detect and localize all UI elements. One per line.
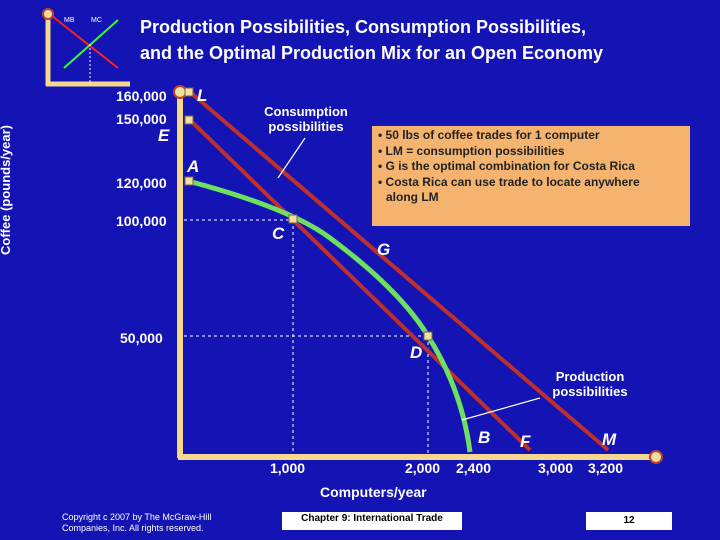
xtick-2000: 2,000 xyxy=(405,460,441,476)
page-number: 12 xyxy=(586,512,672,530)
xtick-3200: 3,200 xyxy=(588,460,624,476)
label-F: F xyxy=(520,432,531,451)
production-possibilities-note: Production possibilities xyxy=(552,369,628,399)
page-title: Production Possibilities, Consumption Po… xyxy=(140,14,700,66)
xtick-1000: 1,000 xyxy=(270,460,306,476)
ytick-120000: 120,000 xyxy=(116,175,167,191)
label-E: E xyxy=(158,126,170,145)
production-pointer xyxy=(461,397,541,421)
info-box: • 50 lbs of coffee trades for 1 computer… xyxy=(372,126,690,226)
chapter-label: Chapter 9: International Trade xyxy=(282,512,462,530)
consumption-line-ef xyxy=(188,118,532,452)
label-L: L xyxy=(197,86,208,105)
info-item-4: • Costa Rica can use trade to locate any… xyxy=(378,174,640,189)
xtick-2400: 2,400 xyxy=(456,460,492,476)
ytick-50000: 50,000 xyxy=(120,330,163,346)
marker-A xyxy=(184,176,194,186)
marker-L xyxy=(184,87,194,97)
logo-mc: MC xyxy=(91,17,102,24)
copyright-notice: Copyright c 2007 by The McGraw-Hill Comp… xyxy=(62,512,212,533)
info-item-5: along LM xyxy=(386,190,439,204)
info-item-1: • 50 lbs of coffee trades for 1 computer xyxy=(378,128,600,142)
x-axis-end xyxy=(649,450,663,464)
consumption-pointer xyxy=(277,137,306,179)
y-axis-end xyxy=(173,85,187,99)
label-G: G xyxy=(377,240,391,259)
logo-mb: MB xyxy=(64,17,75,24)
marker-E xyxy=(184,115,194,125)
mb-mc-logo xyxy=(42,8,130,87)
y-axis-label: Coffee (pounds/year) xyxy=(0,124,13,255)
marker-D xyxy=(423,331,433,341)
info-item-3: • G is the optimal combination for Costa… xyxy=(378,159,635,173)
consumption-line-lm xyxy=(188,90,610,452)
x-axis-label: Computers/year xyxy=(320,484,427,500)
ytick-160000: 160,000 xyxy=(116,88,167,104)
title-line-1: Production Possibilities, Consumption Po… xyxy=(140,17,587,37)
label-A: A xyxy=(187,157,200,176)
label-M: M xyxy=(602,430,617,449)
xtick-3000: 3,000 xyxy=(538,460,574,476)
title-line-2: and the Optimal Production Mix for an Op… xyxy=(140,43,604,63)
label-D: D xyxy=(410,343,423,362)
markers xyxy=(184,87,433,341)
marker-C xyxy=(288,214,298,224)
ytick-150000: 150,000 xyxy=(116,111,167,127)
production-curve xyxy=(187,178,473,453)
label-B: B xyxy=(478,428,491,447)
ytick-100000: 100,000 xyxy=(116,213,167,229)
info-item-2: • LM = consumption possibilities xyxy=(378,143,565,158)
consumption-possibilities-note: Consumption possibilities xyxy=(264,104,348,134)
label-C: C xyxy=(272,224,285,243)
